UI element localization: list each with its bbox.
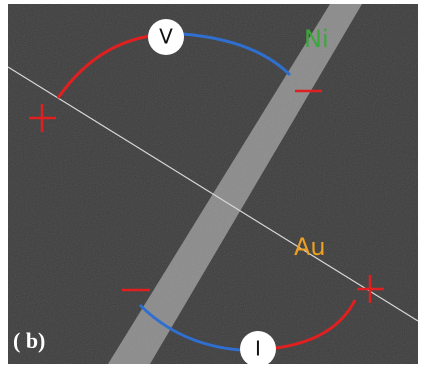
panel-label: ( b) xyxy=(13,328,45,353)
v-label: V xyxy=(159,25,173,49)
micrograph: V I Ni Au ( b) xyxy=(0,0,422,367)
i-label: I xyxy=(255,337,261,361)
au-label: Au xyxy=(294,233,326,261)
noise xyxy=(8,4,418,364)
ni-label: Ni xyxy=(304,25,329,53)
